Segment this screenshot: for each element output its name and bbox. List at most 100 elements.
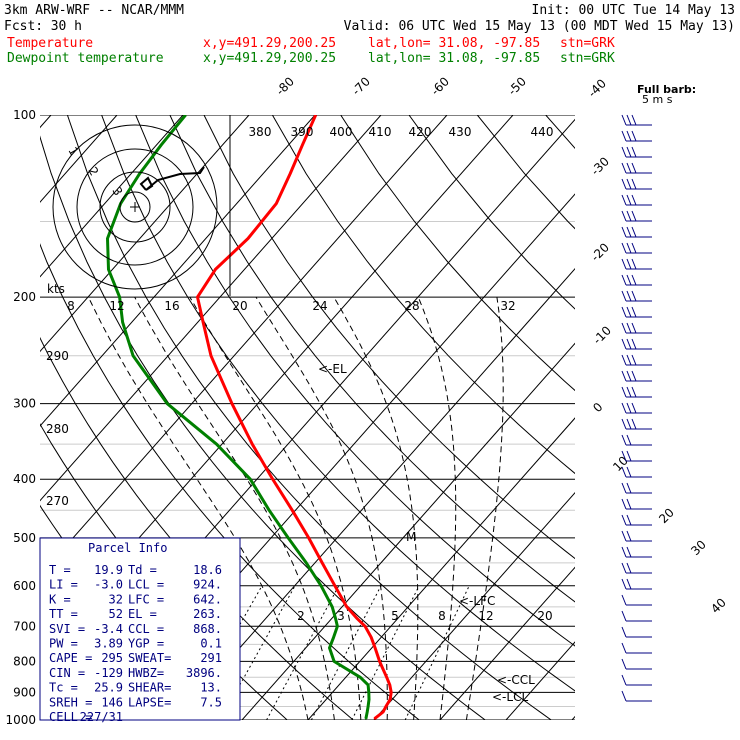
parcel-info-cell: Tc = — [49, 681, 78, 695]
isotherm — [439, 566, 575, 720]
temperature-line-point — [291, 509, 294, 512]
theta-e-label: 380 — [249, 125, 272, 139]
temperature-line-point — [196, 296, 199, 298]
wind-barb-flag — [631, 114, 637, 126]
dry-adiabat-label: 290 — [46, 349, 69, 363]
parcel-info-cell: 291 — [200, 651, 222, 665]
hodograph-ring — [119, 191, 151, 223]
wind-barb-flag — [621, 530, 627, 542]
wind-barb-flag — [626, 386, 632, 398]
wind-barb-flag — [626, 210, 632, 222]
speed-label: 12 — [109, 299, 124, 313]
temperature-line-point — [301, 144, 304, 146]
parcel-info-cell: -129 — [94, 666, 123, 680]
wind-barb-flag — [621, 338, 627, 350]
theta-e-label: 400 — [330, 125, 353, 139]
dewpoint-line-point — [359, 676, 362, 679]
isotherm-label: -10 — [590, 323, 614, 347]
isotherm — [175, 268, 575, 720]
parcel-info-cell: Td = — [128, 563, 157, 577]
parcel-info-cell: 25.9 — [94, 681, 123, 695]
wind-barb-flag — [631, 338, 637, 350]
isotherm-label: -30 — [588, 154, 612, 178]
wind-barb-flag — [621, 354, 627, 366]
wind-barb-flag — [626, 530, 632, 542]
wind-barb-flag — [626, 546, 632, 558]
dewpoint-line-point — [305, 562, 308, 564]
wind-barb-flag — [626, 498, 632, 510]
dry-adiabat — [476, 115, 575, 230]
temperature-line-point — [356, 617, 359, 620]
temperature-line-point — [374, 647, 376, 649]
wind-barb-flag — [626, 146, 632, 158]
temperature-line-point — [378, 660, 381, 663]
dewpoint-line-point — [268, 509, 270, 512]
mixing-ratio-label: 8 — [438, 609, 446, 623]
dry-adiabat — [271, 115, 575, 475]
dewpoint-line-point — [138, 172, 141, 175]
dewpoint-line-point — [366, 711, 369, 713]
parcel-info-cell: HWBZ= — [128, 666, 164, 680]
dewpoint-line-point — [367, 705, 369, 708]
isotherm — [40, 115, 316, 427]
sounding-annotation: <-EL — [318, 362, 347, 376]
dewpoint-line-point — [367, 684, 369, 686]
isotherm-label: 20 — [656, 505, 677, 526]
dewpoint-line-point — [132, 355, 134, 357]
dry-adiabat — [340, 115, 575, 392]
temperature-line-point — [364, 625, 366, 628]
parcel-info-cell: TT = — [49, 607, 78, 621]
legend-temp-latlon: lat,lon= 31.08, -97.85 — [368, 36, 540, 51]
dewpoint-line-point — [328, 647, 331, 649]
speed-label: 24 — [312, 299, 327, 313]
dewpoint-line-point — [121, 321, 124, 324]
dewpoint-line-point — [333, 660, 335, 663]
wind-barb-flag — [631, 354, 637, 366]
wind-barb-flag — [631, 178, 637, 190]
wind-barb-flag — [621, 642, 627, 654]
parcel-info-cell: 146 — [101, 695, 123, 709]
hodograph-ring — [99, 171, 171, 243]
dry-adiabat-label: 280 — [46, 422, 69, 436]
legend-temp-stn: stn=GRK — [560, 36, 615, 51]
data-layer — [106, 115, 393, 720]
temperature-line-point — [289, 172, 292, 175]
wind-barb-flag — [631, 258, 637, 270]
wind-barb-flag — [626, 562, 632, 574]
wind-barb-flag — [631, 130, 637, 142]
dewpoint-line-point — [331, 606, 334, 608]
hodograph-ring-label: 2 — [85, 165, 101, 179]
theta-e-label: 390 — [291, 125, 314, 139]
dewpoint-line-point — [184, 115, 187, 116]
temperature-line-point — [370, 636, 373, 639]
theta-e-label: 440 — [531, 125, 554, 139]
dry-adiabat — [40, 243, 421, 720]
temperature-line-point — [307, 537, 310, 539]
hodograph: 321 — [52, 115, 231, 296]
legend-dewpoint: Dewpoint temperature — [7, 51, 164, 66]
wind-barb-flag — [621, 146, 627, 158]
parcel-info-cell: 19.9 — [94, 563, 123, 577]
theta-e-label: 420 — [409, 125, 432, 139]
sounding-annotation: <-LCL — [492, 690, 528, 704]
parcel-info-cell: -3.4 — [94, 622, 123, 636]
parcel-info-cell: CELL = — [49, 710, 92, 724]
legend-temp-xy: x,y=491.29,200.25 — [203, 36, 336, 51]
wind-barb-flag — [621, 114, 627, 126]
pressure-tick-label: 700 — [13, 619, 36, 633]
parcel-info-cell: 227/31 — [80, 710, 123, 724]
dewpoint-line-point — [365, 717, 367, 720]
wind-barb-flag — [626, 514, 632, 526]
isotherm-label: 0 — [590, 400, 605, 415]
wind-barb-flag — [621, 178, 627, 190]
wind-barb-flag — [621, 258, 627, 270]
mixing-ratio-label: 2 — [297, 609, 305, 623]
legend-dewp-latlon: lat,lon= 31.08, -97.85 — [368, 51, 540, 66]
temperature-line-point — [334, 585, 336, 587]
isotherm — [40, 115, 250, 353]
parcel-info-box: Parcel Info T = 19.9 Td = 18.6 LI = -3.0 LCL =… — [39, 537, 241, 724]
parcel-info-cell: 18.6 — [193, 563, 222, 577]
isotherm-label: -70 — [349, 74, 373, 98]
wind-barb-flag — [621, 130, 627, 142]
moist-adiabat — [87, 296, 309, 720]
